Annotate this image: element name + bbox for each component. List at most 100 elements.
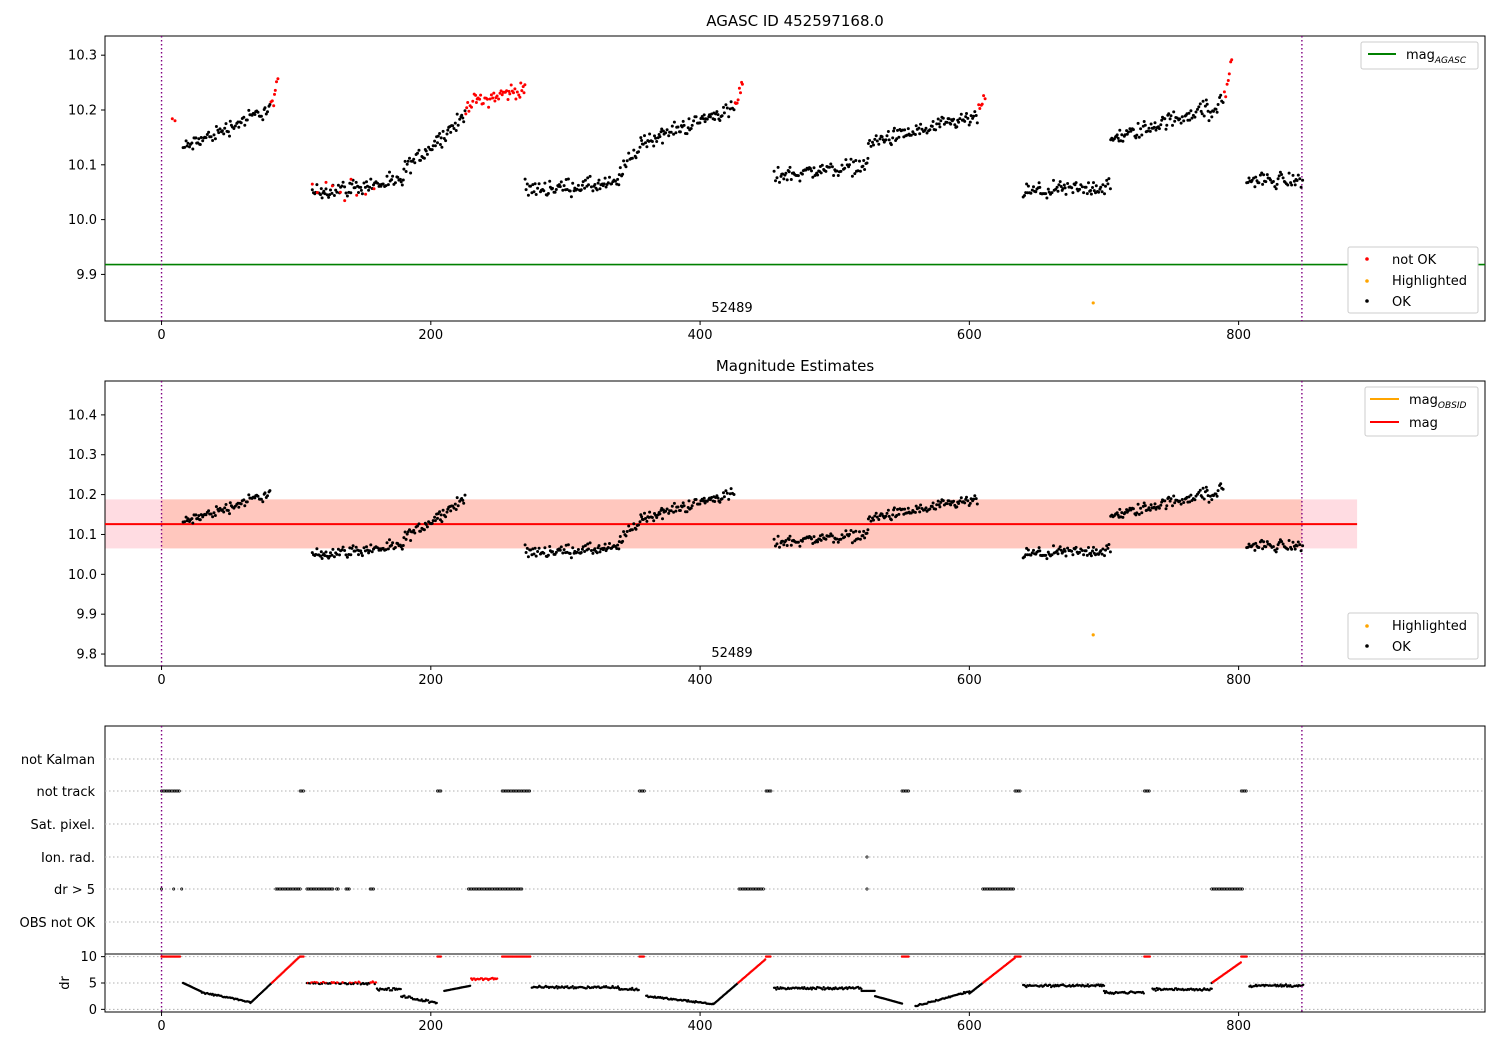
point-ok (568, 189, 572, 193)
point-ok (462, 501, 466, 505)
point-ok (849, 157, 853, 161)
point-ok (565, 188, 569, 191)
point-ok (1146, 129, 1150, 133)
point-ok (1135, 511, 1139, 515)
point-ok (384, 548, 388, 552)
point-ok (1118, 507, 1122, 511)
point-not-ok (508, 92, 512, 96)
point-ok (689, 127, 693, 130)
point-not-ok (276, 77, 280, 81)
flag-mark (489, 887, 493, 891)
point-ok (917, 506, 921, 510)
dr-point-low (468, 984, 472, 987)
point-ok (957, 502, 961, 505)
dr-point-low (1142, 992, 1146, 995)
panel1-points (170, 58, 1305, 305)
point-ok (243, 123, 247, 127)
point-ok (622, 530, 626, 534)
point-ok (1261, 182, 1265, 186)
point-ok (1296, 540, 1300, 544)
point-ok (413, 161, 417, 165)
point-ok (873, 137, 877, 141)
point-ok (399, 180, 403, 184)
point-ok (1034, 190, 1038, 194)
flag-mark (1210, 887, 1214, 891)
flag-mark (500, 887, 504, 891)
flag-mark (324, 887, 328, 891)
point-ok (441, 129, 445, 133)
flag-mark (331, 887, 335, 891)
point-ok (1286, 547, 1290, 551)
point-ok (559, 180, 563, 184)
point-ok (1154, 128, 1158, 132)
point-ok (1295, 179, 1299, 182)
point-ok (1131, 507, 1135, 511)
panel-agasc: AGASC ID 452597168.0 0 200 400 600 800 9.9 10.… (68, 12, 1486, 343)
point-ok (1142, 120, 1146, 123)
flag-mark (335, 887, 339, 891)
point-ok (963, 501, 967, 505)
point-ok (444, 139, 448, 143)
point-ok (931, 501, 935, 505)
flag-mark (318, 887, 322, 891)
point-ok (724, 489, 728, 493)
point-ok (1265, 540, 1269, 544)
flag-mark (521, 789, 525, 793)
point-ok (1210, 498, 1214, 502)
point-ok (878, 137, 882, 141)
dr-point-high (1148, 955, 1152, 958)
point-ok (808, 167, 812, 170)
point-ok (433, 519, 437, 523)
panel2-lines (105, 381, 1358, 666)
point-ok (524, 551, 528, 554)
legend2-highlighted: Highlighted (1392, 619, 1467, 634)
flag-label-dr: dr > 5 (54, 883, 95, 898)
point-ok (641, 142, 645, 146)
point-ok (406, 159, 410, 163)
flag-mark (347, 887, 351, 891)
y-tick-label: 10.2 (68, 103, 97, 118)
point-ok (716, 496, 720, 500)
point-ok (1139, 127, 1143, 131)
point-ok (596, 181, 600, 185)
point-ok (456, 123, 460, 127)
point-ok (1101, 183, 1105, 187)
point-ok (568, 552, 572, 555)
point-ok (958, 499, 962, 503)
point-ok (341, 180, 345, 184)
point-ok (1126, 509, 1130, 513)
point-ok (526, 193, 530, 197)
point-ok (408, 156, 411, 160)
point-ok (204, 513, 208, 517)
point-ok (681, 501, 685, 505)
point-not-ok (273, 88, 277, 92)
point-ok (354, 180, 358, 184)
point-ok (1092, 545, 1095, 549)
point-ok (571, 181, 575, 185)
flag-mark (900, 789, 904, 793)
point-ok (974, 497, 978, 501)
point-ok (652, 144, 656, 148)
flag-mark (504, 887, 508, 891)
point-ok (655, 516, 659, 519)
point-ok (931, 120, 935, 123)
point-ok (186, 141, 190, 145)
point-ok (1254, 541, 1258, 545)
point-ok (452, 506, 456, 510)
point-ok (652, 519, 656, 523)
dr-point-low (585, 987, 588, 990)
flag-mark (1232, 887, 1236, 891)
point-ok (228, 512, 231, 516)
y-tick-label: 10.3 (68, 49, 97, 64)
panel-flags: not Kalman not track Sat. pixel. Ion. ra… (20, 725, 1486, 955)
point-ok (1180, 115, 1184, 119)
flag-mark (172, 887, 176, 891)
point-ok (935, 503, 939, 507)
dr-point-low (390, 989, 394, 992)
point-not-ok (499, 89, 503, 93)
flag-mark (642, 789, 646, 793)
point-ok (715, 110, 719, 114)
point-ok (431, 519, 435, 523)
point-not-ok (349, 177, 353, 181)
point-not-ok (520, 89, 524, 93)
